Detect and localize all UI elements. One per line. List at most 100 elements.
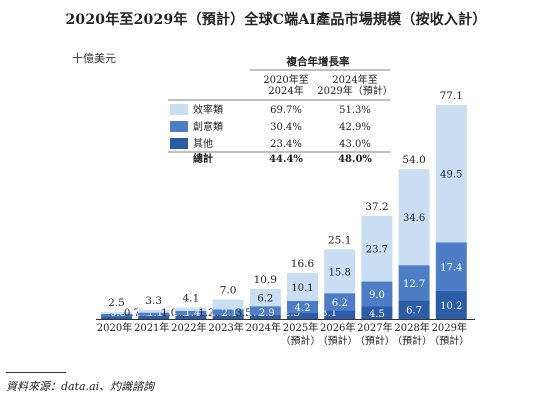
- bar-value-label: 49.5: [440, 170, 462, 181]
- bar-segment: [435, 242, 467, 291]
- cagr-value: 51.3%: [339, 105, 371, 116]
- cagr-col2-heading: 2029年（預計）: [317, 84, 392, 97]
- x-tick-label: 2029年: [432, 321, 467, 334]
- bar-value-label: 6.2: [332, 298, 348, 309]
- bar-value-label: 3.5: [236, 308, 252, 319]
- bar-value-label: 6.7: [406, 306, 422, 317]
- x-tick-label: （預計）: [281, 334, 321, 347]
- x-tick-label: （預計）: [429, 334, 469, 347]
- bar-value-label: 12.7: [403, 279, 425, 290]
- bar-segment: [138, 315, 170, 319]
- bar-total-label: 16.6: [291, 258, 315, 270]
- bar-segment: [287, 300, 318, 313]
- bar-segment: [138, 309, 170, 313]
- bar-segment: [101, 312, 132, 315]
- bar-value-label: 2.1: [222, 308, 238, 319]
- cagr-value: 69.7%: [270, 105, 302, 116]
- legend-swatch: [170, 104, 188, 115]
- x-tick-label: （預計）: [355, 334, 395, 347]
- x-tick-label: 2024年: [246, 321, 281, 334]
- bar-segment: [212, 315, 244, 319]
- legend-swatch: [170, 121, 188, 132]
- bar-total-label: 77.1: [440, 90, 463, 102]
- bar-segment: [361, 306, 393, 319]
- x-tick-label: 2023年: [208, 321, 243, 334]
- cagr-col1-heading: 2020年至: [263, 73, 308, 86]
- x-tick-label: （預計）: [392, 334, 432, 347]
- bar-total-label: 37.2: [365, 201, 388, 213]
- bar-value-label: 34.6: [403, 213, 425, 224]
- bar-value-label: 2.9: [259, 308, 275, 319]
- bar-value-label: 9.0: [369, 290, 385, 301]
- bar-value-label: 1.1: [147, 308, 163, 319]
- bar-segment: [398, 265, 430, 301]
- bar-segment: [212, 309, 244, 316]
- x-tick-label: 2021年: [134, 321, 169, 334]
- bar-segment: [249, 314, 281, 319]
- total-cagr-value: 44.4%: [269, 154, 303, 165]
- bar-total-label: 4.1: [183, 293, 200, 305]
- legend-label: 效率類: [193, 103, 223, 116]
- bar-value-label: 4.2: [295, 303, 311, 314]
- cagr-value: 43.0%: [339, 139, 371, 150]
- bar-total-label: 10.9: [254, 274, 277, 286]
- bar-segment: [361, 215, 393, 282]
- bar-segment: [435, 290, 467, 319]
- bar-segment: [435, 105, 467, 243]
- bar-segment: [398, 300, 430, 319]
- legend-label: 其他: [193, 137, 213, 150]
- bar-total-label: 3.3: [145, 295, 162, 307]
- x-tick-label: 2028年: [394, 321, 429, 334]
- bar-segment: [324, 293, 356, 311]
- bar-value-label: 23.7: [366, 245, 388, 256]
- bar-value-label: 2.3: [284, 308, 300, 319]
- unit-label: 十億美元: [72, 52, 116, 65]
- bar-value-label: 6.2: [257, 294, 273, 305]
- bar-segment: [249, 306, 281, 315]
- bar-segment: [101, 314, 132, 317]
- bar-segment: [249, 289, 281, 307]
- bar-value-label: 1.0: [161, 308, 177, 319]
- bar-segment: [175, 314, 207, 319]
- cagr-value: 23.4%: [270, 139, 302, 150]
- bar-segment: [287, 312, 318, 319]
- bar-total-label: 54.0: [402, 154, 425, 166]
- bar-value-label: 0.7: [124, 308, 140, 319]
- legend-label: 創意類: [193, 120, 223, 133]
- bar-segment: [361, 281, 393, 307]
- x-tick-label: 2026年: [320, 321, 355, 334]
- bar-value-label: 4.5: [369, 309, 385, 320]
- bar-segment: [212, 299, 244, 310]
- bar-total-label: 2.5: [108, 297, 125, 309]
- bar-value-label: 17.4: [440, 263, 462, 274]
- bar-value-label: 1.4: [184, 308, 200, 319]
- bar-total-label: 7.0: [220, 285, 237, 297]
- x-tick-label: 2025年: [283, 321, 318, 334]
- x-tick-label: 2020年: [97, 321, 132, 334]
- cagr-col2-heading: 2024年至: [332, 73, 377, 86]
- bar-segment: [324, 249, 356, 294]
- x-tick-label: 2027年: [357, 321, 392, 334]
- bar-segment: [287, 272, 318, 301]
- cagr-value: 30.4%: [270, 122, 302, 133]
- bar-total-label: 25.1: [328, 234, 351, 246]
- chart-title: 2020年至2029年（預計）全球C端AI產品市場規模（按收入計）: [65, 12, 487, 28]
- bar-area: 1.00.80.72.51.21.11.03.31.51.41.24.11.42…: [98, 90, 467, 320]
- x-tick-label: 2022年: [171, 321, 206, 334]
- bar-segment: [175, 307, 207, 311]
- source-note: 資料來源：data.ai、灼識諮詢: [6, 380, 155, 393]
- bar-value-label: 15.8: [329, 267, 351, 278]
- bar-value-label: 10.1: [291, 283, 313, 294]
- bar-value-label: 3.1: [321, 308, 337, 319]
- bar-segment: [138, 312, 170, 316]
- cagr-header: 複合年增長率: [286, 55, 350, 68]
- bar-segment: [175, 310, 207, 315]
- cagr-value: 42.9%: [339, 122, 371, 133]
- bar-value-label: 1.2: [198, 308, 214, 319]
- bar-segment: [324, 310, 356, 319]
- x-tick-label: （預計）: [318, 334, 358, 347]
- bar-value-label: 10.2: [440, 301, 462, 312]
- total-cagr-value: 48.0%: [338, 154, 372, 165]
